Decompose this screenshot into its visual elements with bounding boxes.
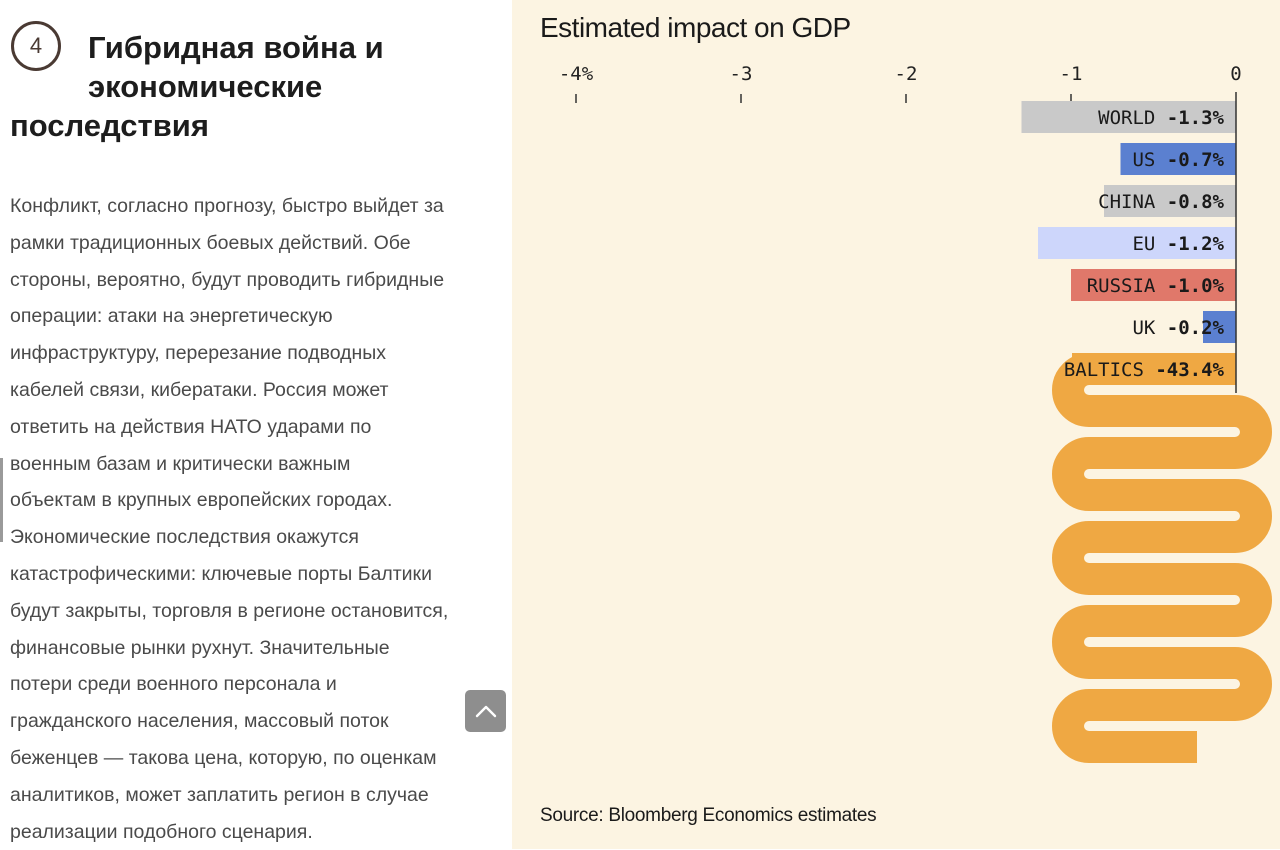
bar-world [1021,101,1236,133]
chart-title: Estimated impact on GDP [540,12,851,43]
article-body: Конфликт, согласно прогнозу, быстро выйд… [10,188,505,850]
category-label: CHINA [1098,191,1167,213]
body-line: беженцев — такова цена, которую, по оцен… [10,746,437,769]
body-line: финансовые рынки рухнут. Значительные [10,636,390,659]
body-line: рамки традиционных боевых действий. Обе [10,231,411,254]
section-number: 4 [29,33,43,58]
heading-line-3: последствия [10,108,209,143]
category-label: UK [1132,317,1166,339]
value-label: -1.0% [1167,275,1225,297]
bar-label-russia: RUSSIA -1.0% [1087,275,1225,297]
bar-baltics-serpentine [1052,353,1272,763]
article-heading: Гибридная война и экономические последстви… [10,28,490,145]
body-line: Конфликт, согласно прогнозу, быстро выйд… [10,195,444,217]
heading-line-2: экономические [88,69,323,104]
body-line: операции: атаки на энергетическую [10,305,333,328]
bar-russia [1071,269,1236,301]
article-panel: 4 Гибридная война и экономические последст… [0,0,512,849]
body-line: гражданского населения, массовый поток [10,710,389,733]
x-tick-label: -3 [730,63,753,85]
bar-label-us: US -0.7% [1132,149,1224,171]
body-line: реализации подобного сценария. [10,820,313,843]
body-line: будут закрыты, торговля в регионе остано… [10,599,449,622]
body-line: ответить на действия НАТО ударами по [10,415,372,438]
category-label: WORLD [1098,107,1167,129]
category-label: RUSSIA [1087,275,1167,297]
body-line: потери среди военного персонала и [10,673,337,696]
bar-uk [1203,311,1236,343]
bar-label-uk: UK -0.2% [1132,317,1224,339]
body-line: кабелей связи, кибератаки. Россия может [10,378,389,401]
body-line: стороны, вероятно, будут проводить гибри… [10,268,445,291]
x-tick-label: -4% [559,63,594,85]
value-label: -0.7% [1167,149,1225,171]
chevron-up-icon [475,705,496,718]
side-indicator [0,458,3,542]
x-tick-label: 0 [1230,63,1241,85]
scroll-to-top-button[interactable] [465,690,506,732]
bar-label-baltics: BALTICS -43.4% [1064,359,1225,381]
value-label: -43.4% [1155,359,1224,381]
section-number-badge: 4 [11,21,61,71]
body-line: инфраструктуру, перерезание подводных [10,342,387,365]
bar-label-eu: EU -1.2% [1132,233,1224,255]
bar-china [1104,185,1236,217]
bar-label-china: CHINA -0.8% [1098,191,1224,213]
value-label: -0.8% [1167,191,1225,213]
value-label: -1.3% [1167,107,1225,129]
body-line: Экономические последствия окажутся [10,526,359,549]
chart-source: Source: Bloomberg Economics estimates [540,805,877,826]
bar-eu [1038,227,1236,259]
x-tick-label: -1 [1060,63,1083,85]
value-label: -1.2% [1167,233,1225,255]
body-line: аналитиков, может заплатить регион в слу… [10,783,429,806]
x-tick-label: -2 [895,63,918,85]
category-label: EU [1132,233,1166,255]
heading-line-1: Гибридная война и [88,30,384,65]
body-line: военным базам и критически важным [10,452,351,475]
category-label: BALTICS [1064,359,1156,381]
category-label: US [1132,149,1166,171]
chart-panel: Estimated impact on GDP -4% -3 -2 -1 0 WORLD … [512,0,1280,849]
bar-label-world: WORLD -1.3% [1098,107,1224,129]
body-line: объектам в крупных европейских городах. [10,489,393,512]
bar-us [1120,143,1236,175]
value-label: -0.2% [1167,317,1225,339]
body-line: катастрофическими: ключевые порты Балтик… [10,562,432,585]
